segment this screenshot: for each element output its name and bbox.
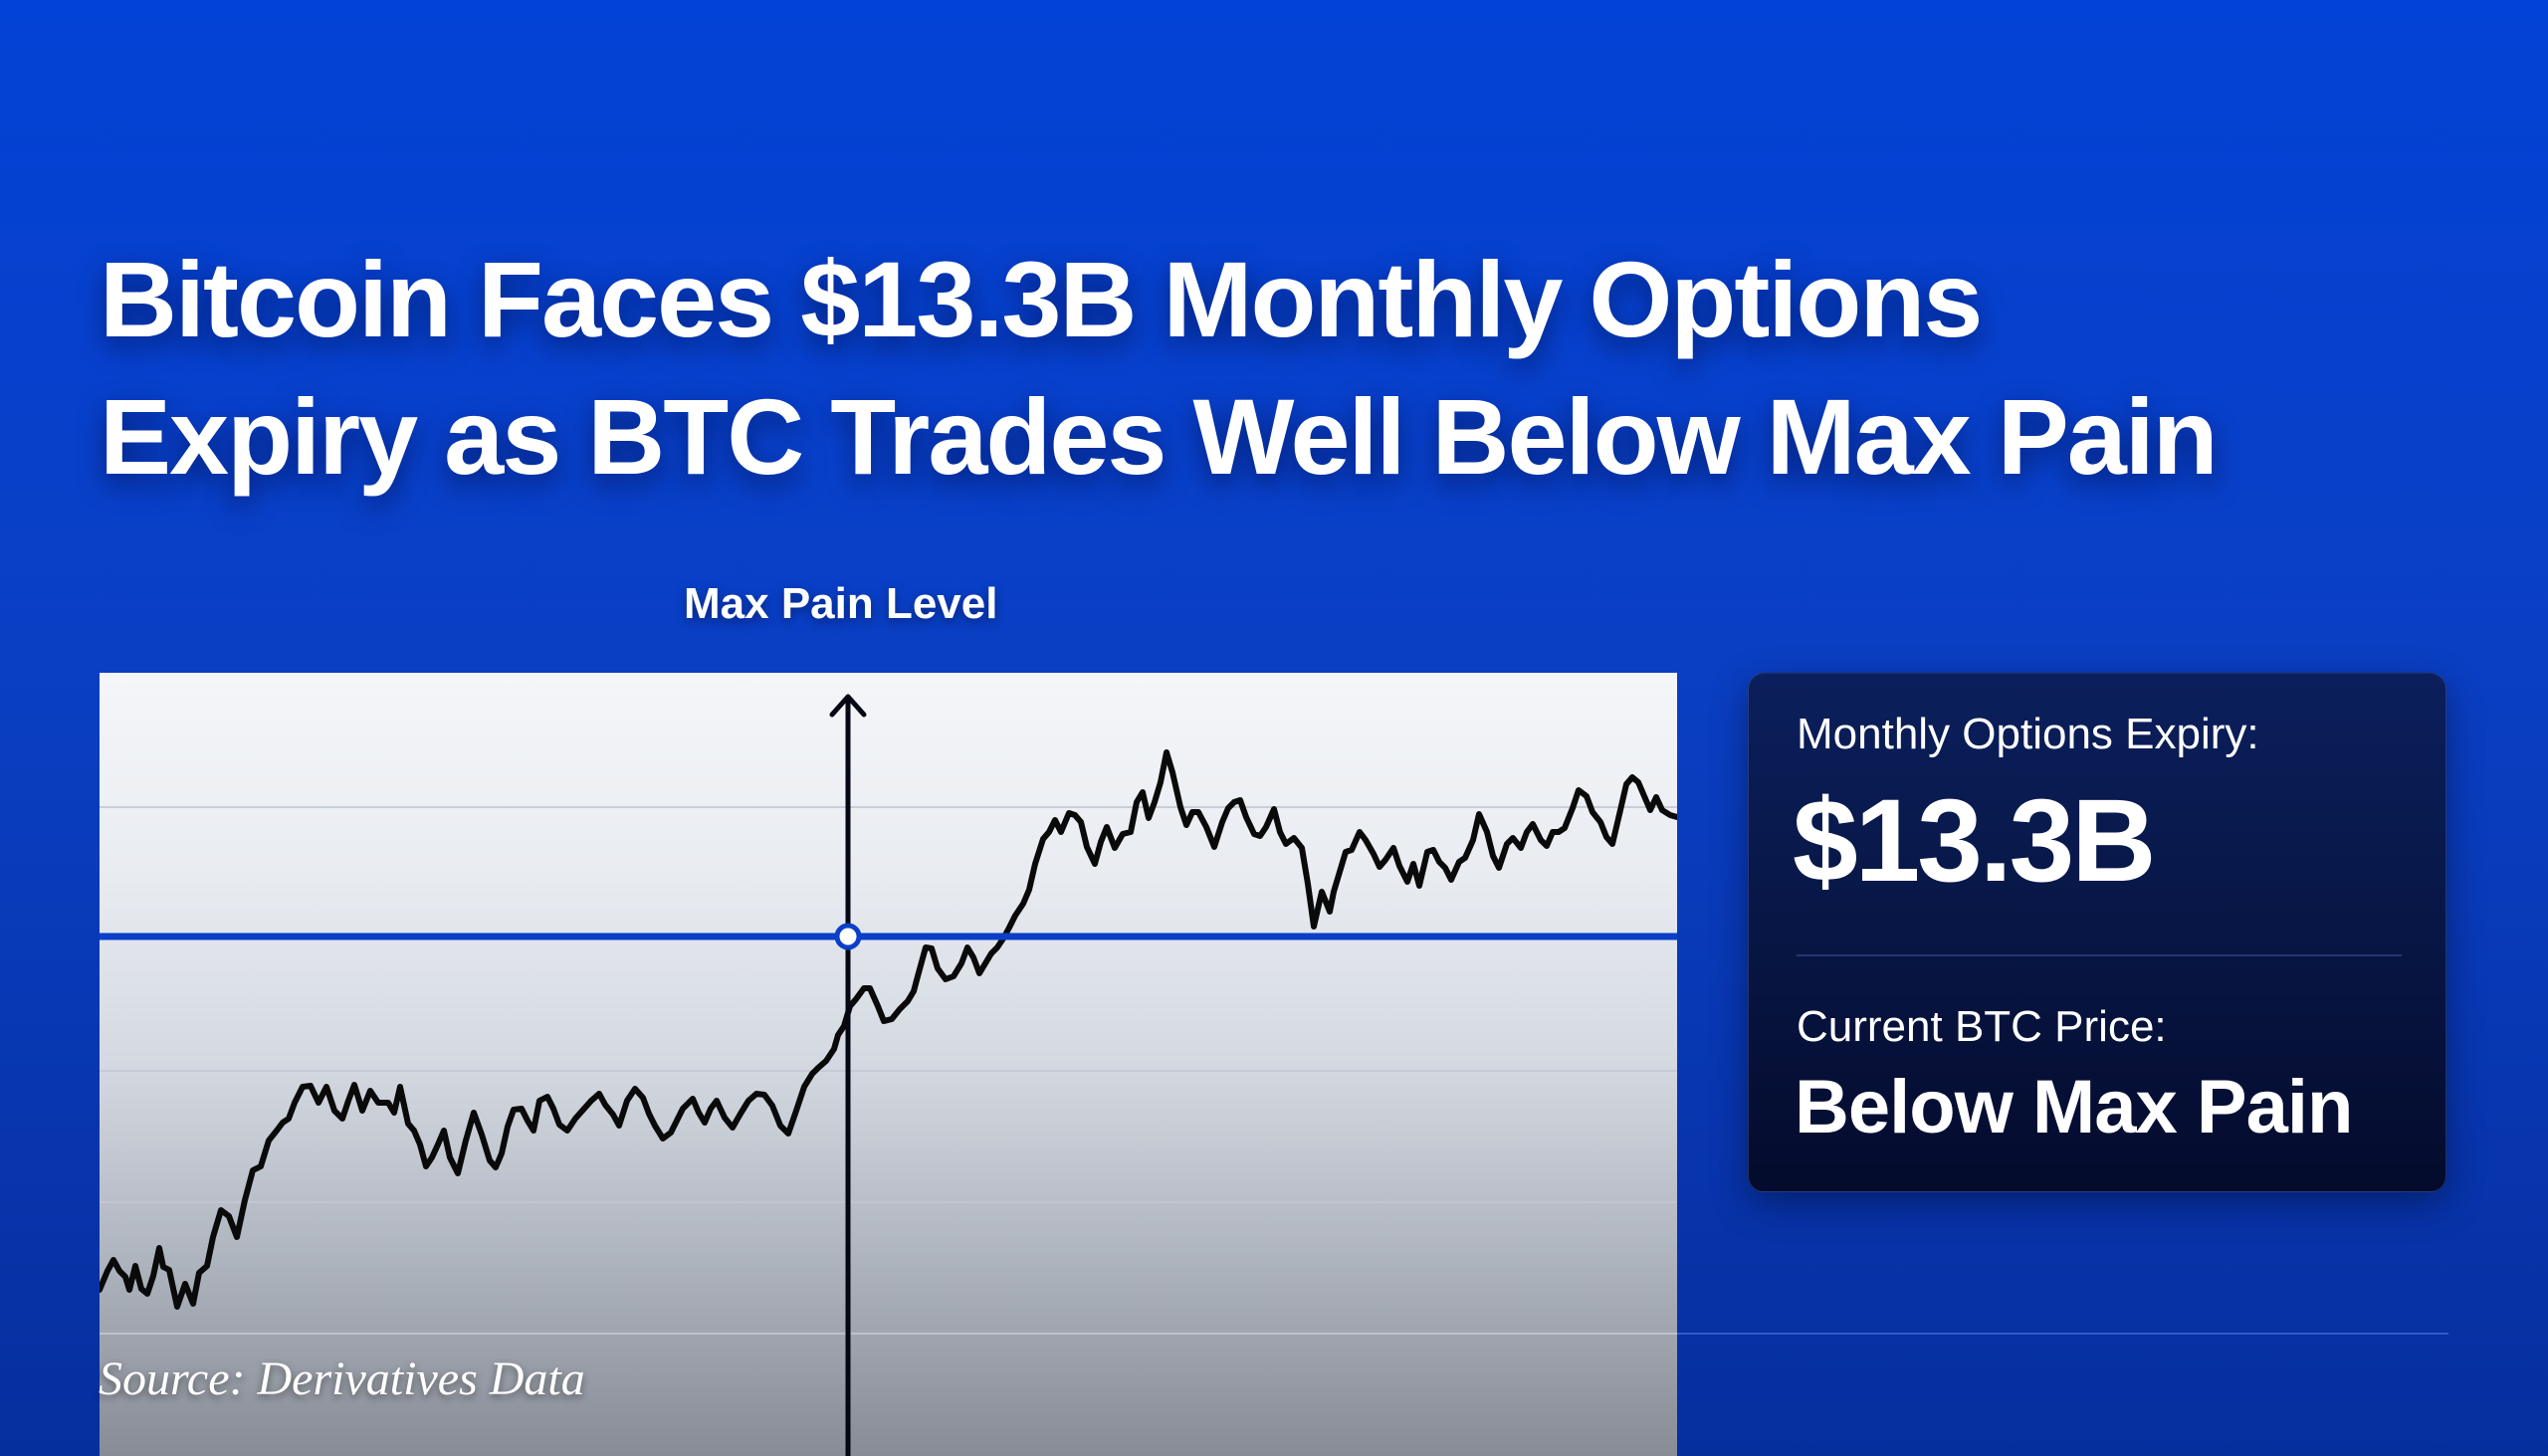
btc-price-status: Below Max Pain — [1795, 1065, 2353, 1149]
headline-line-1: Bitcoin Faces $13.3B Monthly Options — [100, 239, 1983, 359]
headline: Bitcoin Faces $13.3B Monthly Options Exp… — [100, 231, 2389, 506]
price-chart — [100, 673, 1677, 1456]
max-pain-marker-icon — [834, 923, 862, 950]
price-chart-svg — [100, 694, 1677, 1456]
source-credit: Source: Derivatives Data — [99, 1352, 585, 1405]
divider-line — [1677, 1333, 2448, 1335]
expiry-label: Monthly Options Expiry: — [1797, 710, 2259, 758]
gridlines — [100, 806, 1677, 1335]
expiry-value: $13.3B — [1793, 775, 2157, 907]
btc-price-label: Current BTC Price: — [1797, 1002, 2167, 1051]
btc-price-line — [100, 749, 1677, 1310]
options-expiry-card: Monthly Options Expiry: $13.3B Current B… — [1748, 673, 2446, 1192]
max-pain-annotation-label: Max Pain Level — [684, 579, 998, 628]
card-divider — [1797, 954, 2402, 956]
max-pain-arrow — [829, 694, 867, 1456]
headline-line-2: Expiry as BTC Trades Well Below Max Pain — [100, 376, 2219, 497]
